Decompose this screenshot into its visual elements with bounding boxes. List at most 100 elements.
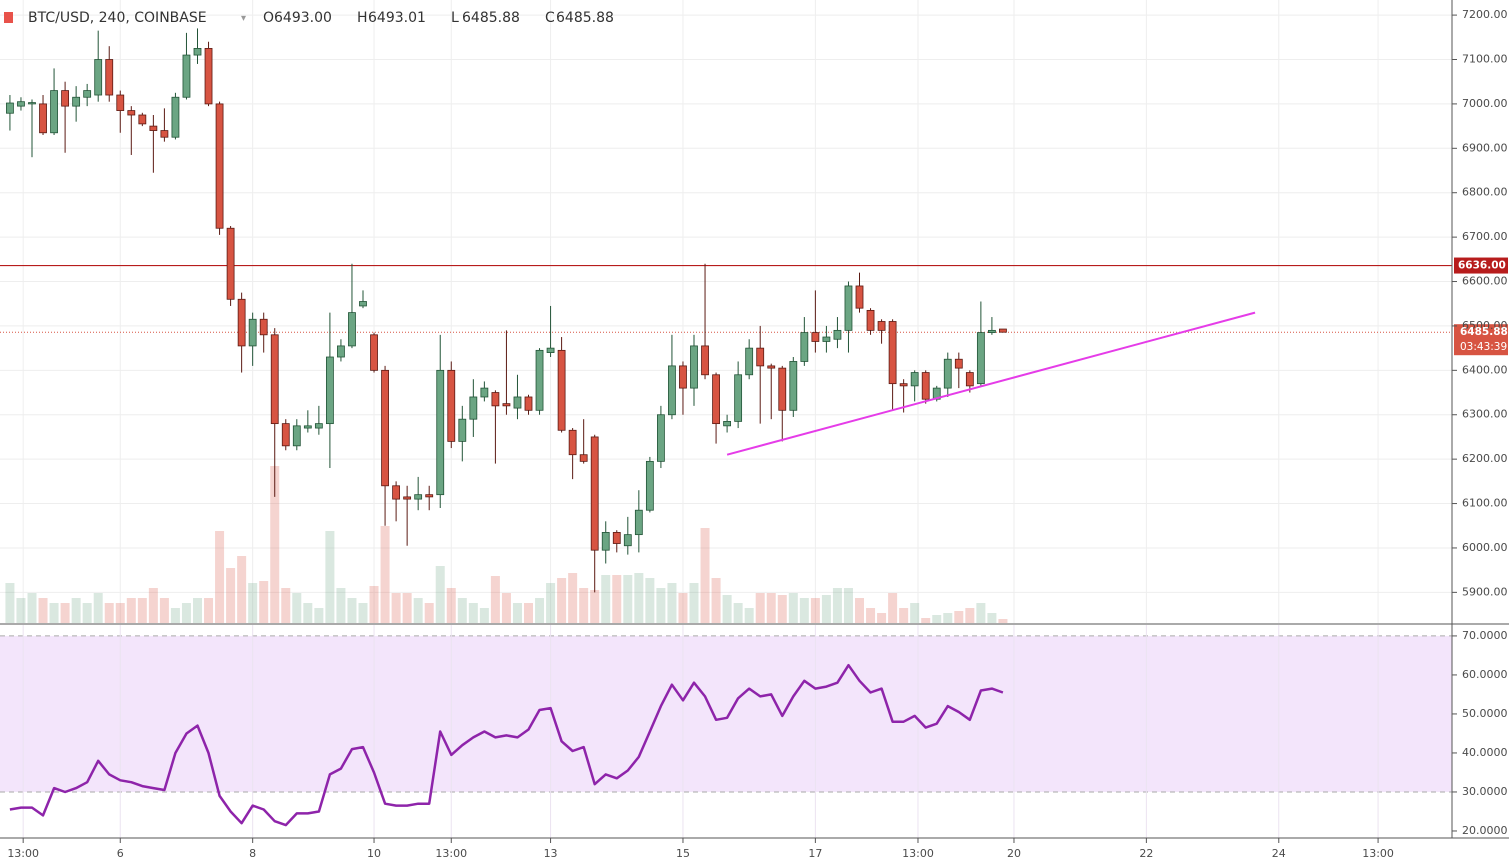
candle-body xyxy=(61,90,69,107)
volume-bar xyxy=(457,598,467,623)
x-tick-label: 22 xyxy=(1139,847,1153,860)
candle-body xyxy=(337,345,345,358)
symbol-icon xyxy=(4,12,13,23)
y-tick-label: 6700.00 xyxy=(1462,230,1508,243)
candle-body xyxy=(822,336,831,342)
candle-body xyxy=(789,361,798,411)
volume-bar xyxy=(369,586,379,623)
volume-bar xyxy=(391,593,401,623)
volume-bar xyxy=(93,593,103,623)
candle-body xyxy=(414,494,423,500)
volume-bar xyxy=(479,608,489,623)
volume-bar xyxy=(82,603,92,623)
volume-bar xyxy=(501,593,511,623)
candle-body xyxy=(403,496,412,500)
volume-bar xyxy=(60,603,70,623)
candle-body xyxy=(193,48,202,56)
y-tick-label: 60.0000 xyxy=(1462,668,1508,681)
volume-bar xyxy=(678,593,688,623)
candle-body xyxy=(866,309,875,331)
volume-bar xyxy=(711,578,721,623)
candle-body xyxy=(182,54,191,98)
legend-prefix: O xyxy=(263,10,274,26)
volume-bar xyxy=(380,526,390,623)
volume-bar xyxy=(215,531,225,623)
volume-bar xyxy=(524,603,534,623)
candle-body xyxy=(116,94,125,111)
candle-body xyxy=(943,358,952,389)
candle-body xyxy=(910,372,919,387)
candle-body xyxy=(634,509,643,536)
legend-value: 6485.88 xyxy=(556,10,614,26)
y-tick-label: 40.0000 xyxy=(1462,746,1508,759)
volume-bar xyxy=(689,583,699,623)
candle-body xyxy=(657,414,665,462)
candle-body xyxy=(568,429,577,456)
candle-body xyxy=(723,421,732,427)
volume-bar xyxy=(292,593,302,623)
candle-body xyxy=(28,102,36,105)
volume-bar xyxy=(336,588,346,623)
candle-body xyxy=(171,96,180,138)
volume-bar xyxy=(303,603,313,623)
volume-bar xyxy=(788,593,798,623)
volume-bar xyxy=(722,595,732,623)
volume-bar xyxy=(546,583,556,623)
candle-body xyxy=(524,396,533,411)
volume-bar xyxy=(314,608,324,623)
volume-bar xyxy=(148,588,158,623)
volume-bar xyxy=(832,588,842,623)
candle-body xyxy=(83,90,92,98)
level-label: 6636.00 xyxy=(1458,260,1506,272)
volume-bar xyxy=(192,598,202,623)
volume-bar xyxy=(226,568,236,623)
volume-bar xyxy=(259,581,269,623)
candle-body xyxy=(50,90,58,134)
volume-bar xyxy=(910,603,920,623)
volume-bar xyxy=(634,573,644,623)
x-tick-label: 13:00 xyxy=(902,847,934,860)
y-tick-label: 7100.00 xyxy=(1462,53,1508,66)
volume-bar xyxy=(402,593,412,623)
candle-body xyxy=(701,345,709,376)
volume-bar xyxy=(16,598,26,623)
candle-body xyxy=(679,365,687,389)
candle-body xyxy=(988,329,996,333)
volume-bar xyxy=(27,593,37,623)
countdown-label: 03:43:39 xyxy=(1460,341,1507,353)
y-tick-label: 7000.00 xyxy=(1462,97,1508,110)
legend-prefix: C xyxy=(545,10,555,26)
candle-body xyxy=(844,285,853,331)
volume-bar xyxy=(557,578,567,623)
volume-bar xyxy=(899,608,909,623)
volume-bar xyxy=(281,588,291,623)
volume-bar xyxy=(270,466,280,623)
x-tick-label: 17 xyxy=(808,847,822,860)
candle-body xyxy=(888,321,897,385)
volume-bar xyxy=(446,588,456,623)
candle-body xyxy=(800,332,809,362)
volume-bar xyxy=(347,598,357,623)
candle-body xyxy=(855,285,864,309)
volume-bar xyxy=(888,593,898,623)
y-tick-label: 6300.00 xyxy=(1462,408,1508,421)
y-tick-label: 20.0000 xyxy=(1462,824,1508,837)
candle-body xyxy=(248,318,257,347)
volume-bar xyxy=(159,598,169,623)
y-tick-label: 6500.00 xyxy=(1462,319,1508,332)
candle-body xyxy=(480,387,489,398)
y-tick-label: 6900.00 xyxy=(1462,141,1508,154)
x-tick-label: 15 xyxy=(676,847,690,860)
y-tick-label: 6200.00 xyxy=(1462,452,1508,465)
candle-body xyxy=(359,301,367,307)
chart-title: BTC/USD, 240, COINBASE xyxy=(28,10,207,26)
dropdown-caret[interactable]: ▾ xyxy=(241,13,246,24)
y-tick-label: 7200.00 xyxy=(1462,8,1508,21)
x-tick-label: 13:00 xyxy=(435,847,467,860)
x-tick-label: 6 xyxy=(117,847,124,860)
candle-body xyxy=(72,96,81,107)
y-tick-label: 50.0000 xyxy=(1462,707,1508,720)
candle-body xyxy=(734,374,743,422)
volume-bar xyxy=(855,598,865,623)
candle-body xyxy=(381,369,389,487)
